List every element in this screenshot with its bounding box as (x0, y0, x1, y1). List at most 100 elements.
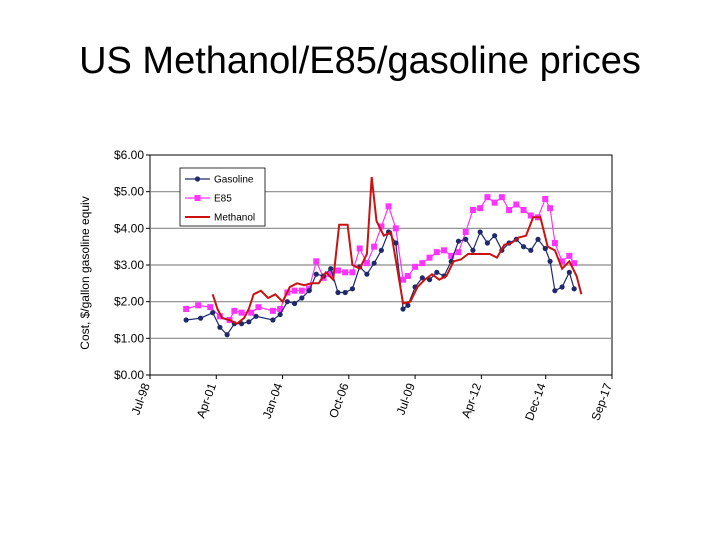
e85-point (216, 313, 223, 320)
gasoline-point (253, 313, 259, 319)
gasoline-point (277, 311, 283, 318)
e85-point (404, 273, 411, 279)
gasoline-point (542, 245, 548, 252)
e85-point (248, 309, 255, 316)
x-tick-label: Dec-14 (522, 381, 548, 422)
legend-swatch-marker (194, 195, 201, 201)
x-tick-label: Jul-09 (394, 381, 418, 417)
e85-point (547, 205, 554, 212)
x-tick-label: Jan-04 (260, 381, 286, 421)
e85-point (469, 207, 476, 213)
e85-point (498, 194, 505, 201)
gasoline-point (492, 233, 498, 239)
e85-point (313, 258, 320, 265)
x-tick-label: Apr-12 (459, 381, 485, 420)
e85-point (356, 245, 363, 252)
e85-point (491, 199, 498, 206)
gasoline-point (284, 299, 290, 305)
x-tick-label: Apr-01 (194, 381, 220, 420)
gasoline-point (571, 286, 577, 292)
gasoline-point (528, 247, 534, 253)
series-methanol (211, 176, 583, 325)
series-e85 (183, 194, 578, 323)
e85-point (448, 252, 455, 259)
e85-point (433, 249, 440, 256)
e85-point (207, 304, 214, 311)
e85-point (513, 201, 520, 208)
e85-point (385, 203, 392, 210)
legend-swatch-marker (194, 176, 201, 182)
e85-point (520, 207, 527, 213)
gasoline-point (547, 258, 553, 264)
gasoline-point (306, 288, 312, 294)
methanol-line (211, 176, 583, 325)
e85-point (392, 225, 399, 232)
gasoline-point (224, 332, 230, 338)
e85-point (441, 247, 448, 254)
y-tick-label: $6.00 (114, 148, 144, 162)
e85-point (551, 240, 558, 246)
e85-point (462, 229, 469, 235)
e85-point (559, 258, 566, 265)
gasoline-point (342, 289, 348, 296)
legend-item-e85: E85 (185, 194, 232, 205)
gasoline-point (463, 236, 469, 242)
e85-point (334, 267, 341, 274)
legend-item-gasoline: Gasoline (185, 175, 254, 186)
e85-point (298, 287, 305, 294)
gasoline-point (349, 286, 356, 292)
e85-point (291, 287, 298, 294)
gasoline-point (299, 295, 305, 301)
e85-point (269, 307, 276, 314)
e85-point (506, 207, 513, 213)
y-tick-label: $4.00 (114, 221, 144, 235)
gasoline-point (328, 266, 334, 272)
gasoline-point (455, 238, 462, 244)
gasoline-point (477, 229, 483, 235)
gasoline-point (470, 247, 476, 253)
y-tick-label: $1.00 (114, 331, 144, 345)
e85-point (238, 309, 245, 316)
x-tick-label: Sep-17 (588, 381, 615, 422)
e85-point (571, 260, 578, 267)
e85-point (527, 212, 534, 219)
e85-point (455, 249, 462, 256)
e85-point (231, 307, 238, 314)
gasoline-point (559, 284, 565, 290)
gasoline-point (183, 317, 189, 323)
y-tick-label: $3.00 (114, 258, 144, 272)
gasoline-point (313, 271, 319, 277)
y-axis-title: Cost, $/gallon gasoline equiv (78, 196, 92, 349)
gasoline-point (210, 310, 216, 316)
e85-point (477, 205, 484, 212)
gasoline-point (566, 269, 572, 275)
e85-point (371, 243, 378, 250)
e85-point (277, 306, 284, 312)
e85-point (378, 223, 385, 230)
gasoline-point (292, 300, 298, 307)
gasoline-point (238, 321, 245, 327)
e85-point (419, 260, 426, 267)
y-tick-label: $0.00 (114, 368, 144, 382)
slide-title: US Methanol/E85/gasoline prices (79, 40, 641, 82)
e85-point (255, 304, 262, 311)
x-tick-label: Jul-98 (128, 381, 152, 417)
gasoline-point (405, 302, 411, 308)
e85-point (363, 260, 370, 267)
e85-point (400, 276, 407, 283)
e85-point (195, 302, 202, 309)
e85-point (566, 252, 573, 259)
e85-point (426, 254, 433, 261)
y-tick-label: $2.00 (114, 295, 144, 309)
legend-label: E85 (214, 194, 232, 205)
gasoline-point (434, 269, 440, 275)
gasoline-point (378, 247, 384, 253)
gasoline-point (400, 306, 406, 312)
e85-point (183, 306, 190, 312)
gasoline-point (371, 260, 377, 266)
gasoline-point (419, 275, 425, 281)
e85-point (342, 269, 349, 276)
gasoline-point (217, 324, 223, 330)
gasoline-point (426, 277, 433, 283)
